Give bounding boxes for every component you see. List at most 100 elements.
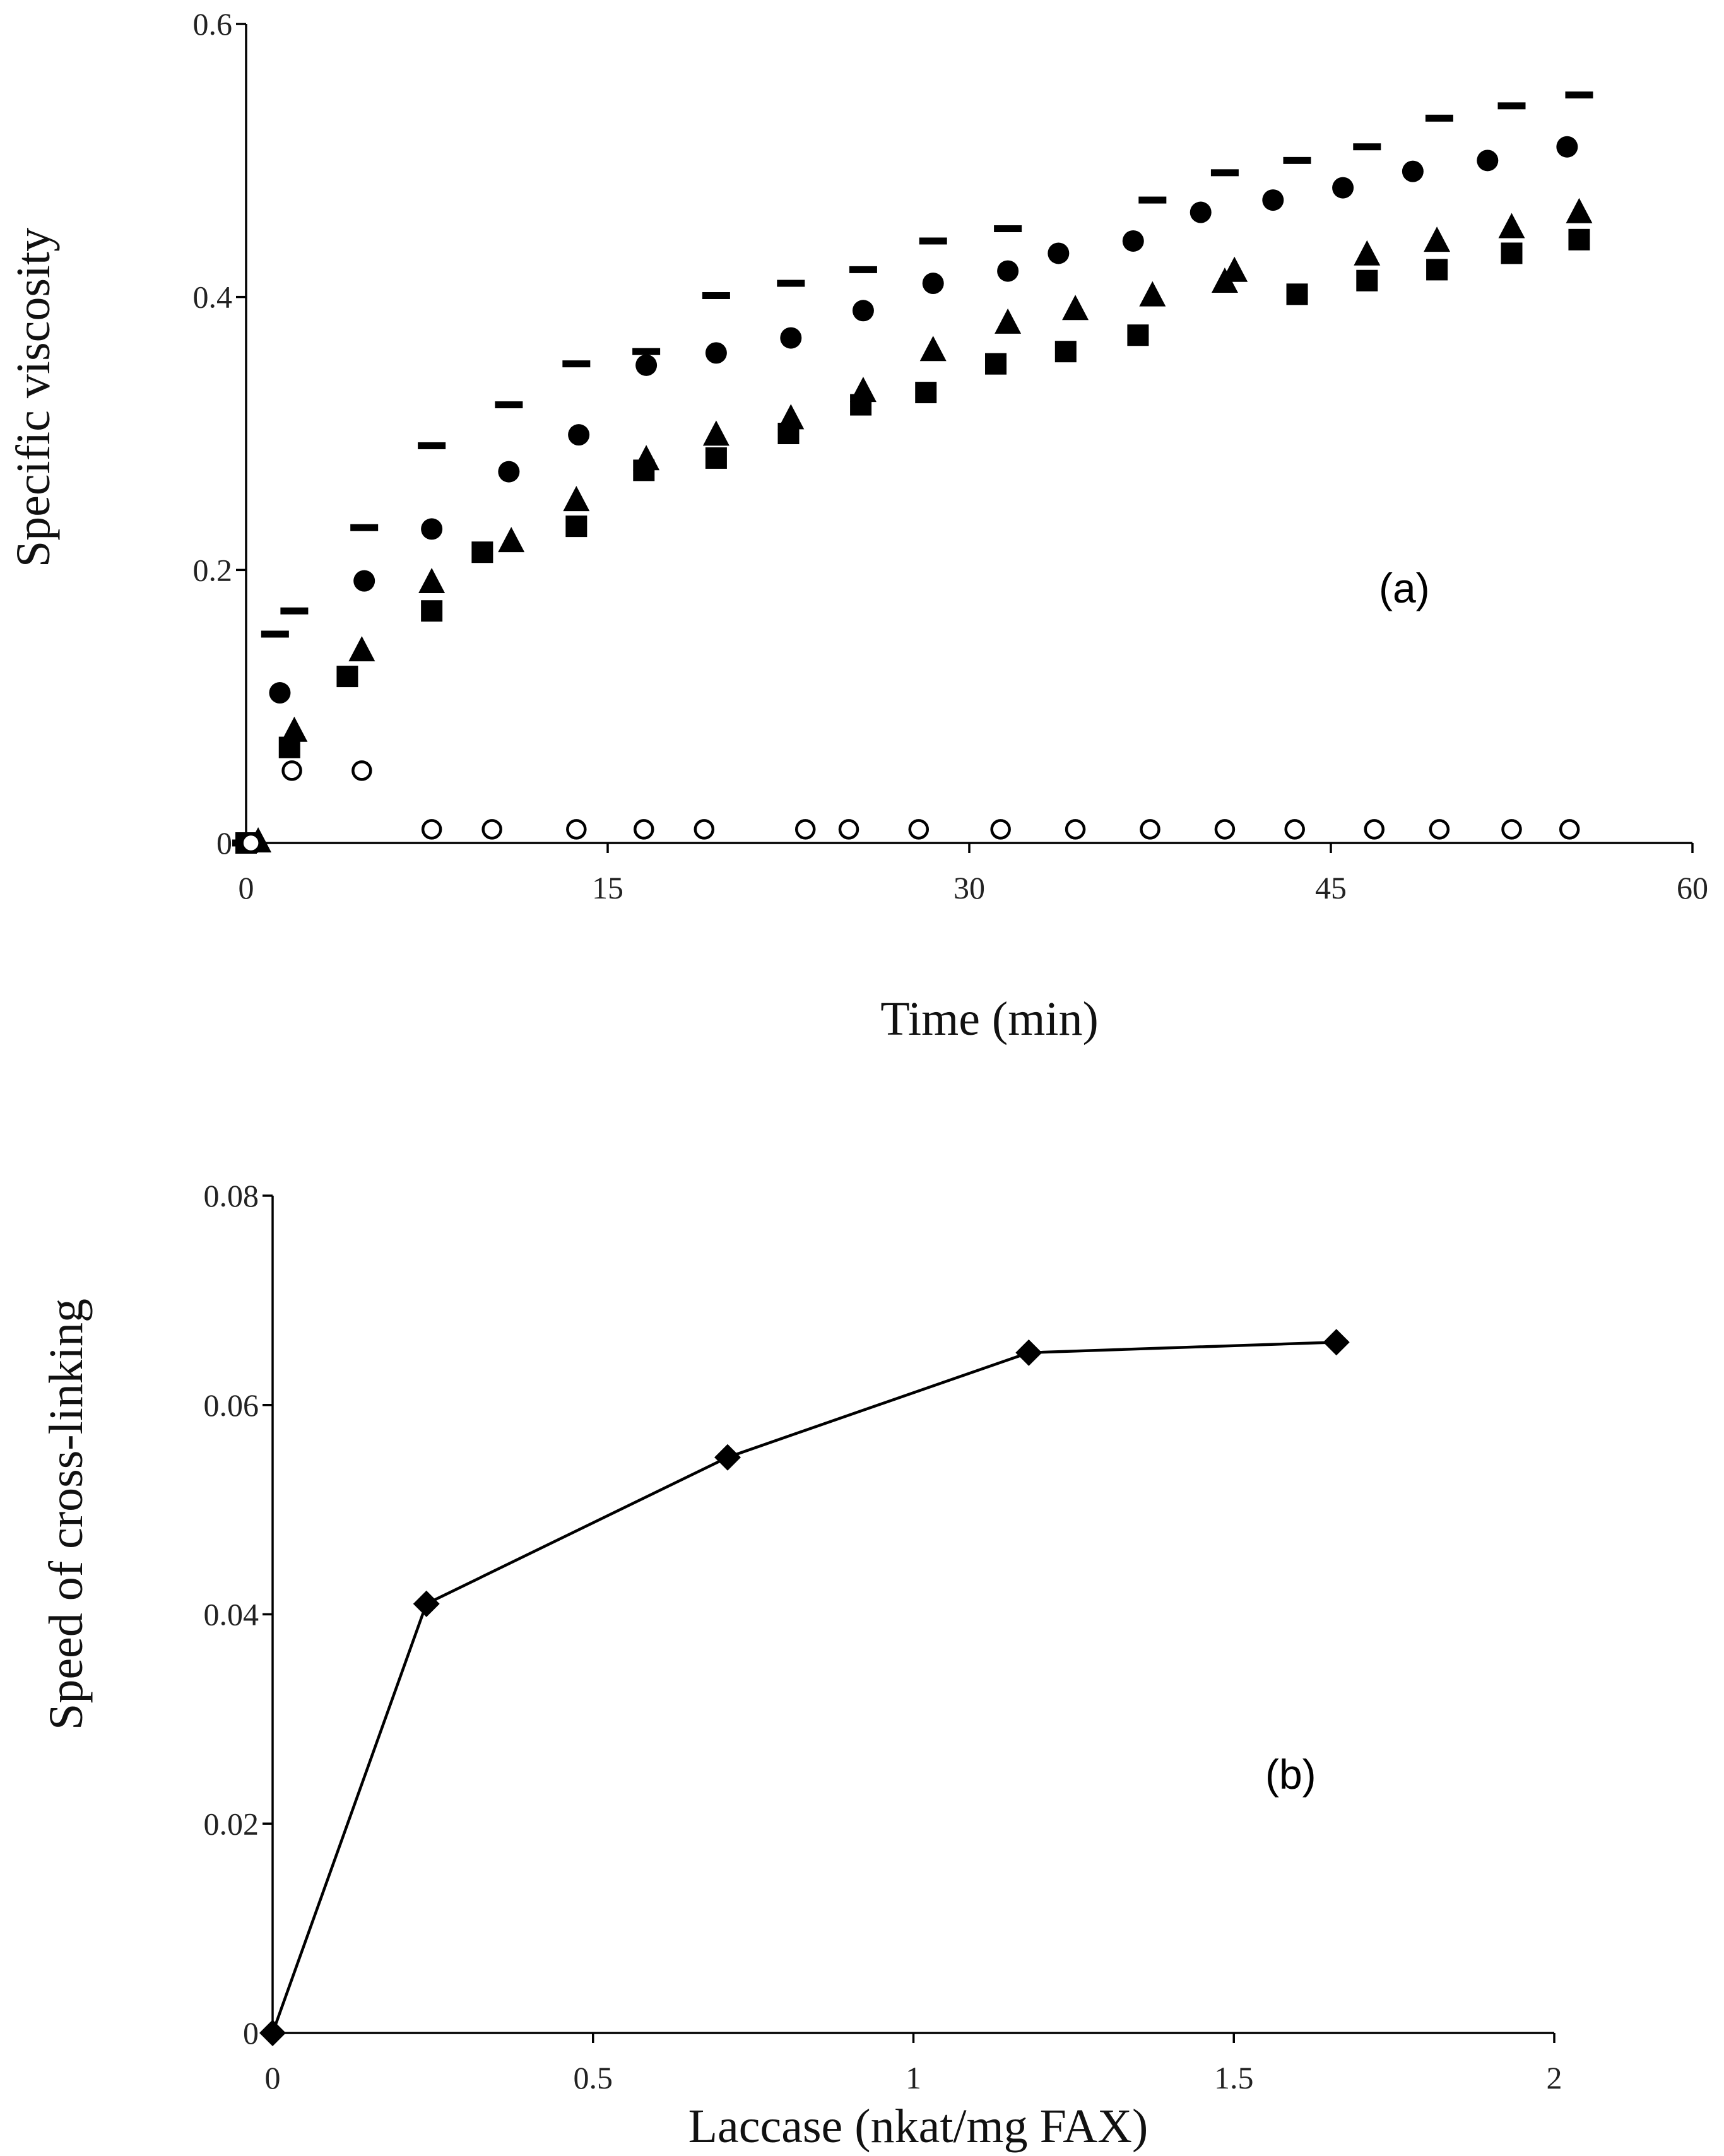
filled-square-marker: [915, 382, 937, 404]
open-circle-marker: [1214, 819, 1236, 840]
filled-triangle-marker: [1354, 240, 1381, 266]
dash-marker: [1353, 143, 1381, 151]
x-tick-label: 60: [1677, 870, 1708, 905]
filled-square-marker: [985, 353, 1007, 375]
dash-marker: [632, 348, 661, 355]
dash-marker: [849, 266, 877, 273]
chart-a-series-filled-square: [235, 228, 1590, 854]
filled-triangle-marker: [1566, 197, 1593, 223]
open-circle-marker: [481, 819, 502, 840]
chart-a-series-filled-circle: [242, 136, 1578, 854]
y-tick-label: 0.06: [204, 1387, 259, 1423]
filled-circle-marker: [635, 354, 658, 376]
filled-triangle-marker: [919, 336, 947, 362]
filled-circle-marker: [1122, 230, 1144, 252]
filled-circle-marker: [705, 342, 727, 364]
dash-marker: [495, 401, 523, 409]
filled-square-marker: [1426, 259, 1448, 281]
chart-b-series-line: [271, 1340, 1337, 2034]
filled-circle-marker: [1332, 177, 1354, 199]
filled-diamond-marker: [714, 1444, 741, 1471]
chart-b-xlabel: Laccase (nkat/mg FAX): [688, 2100, 1148, 2153]
filled-square-marker: [1356, 269, 1378, 292]
chart-b-axes: [263, 1194, 1556, 2043]
filled-square-marker: [471, 541, 493, 563]
y-tick-label: 0.6: [193, 6, 233, 42]
y-tick-label: 0.04: [204, 1597, 259, 1632]
filled-square-marker: [1054, 341, 1077, 363]
x-tick-label: 0.5: [574, 2060, 613, 2095]
filled-circle-marker: [852, 300, 874, 322]
chart-b-ylabel: Speed of cross-linking: [40, 1299, 93, 1730]
filled-circle-marker: [1190, 201, 1212, 223]
open-circle-marker: [281, 760, 302, 781]
filled-diamond-marker: [1323, 1329, 1350, 1356]
open-circle-marker: [1065, 819, 1086, 840]
open-circle-marker: [351, 760, 372, 781]
filled-square-marker: [336, 666, 358, 688]
filled-square-marker: [1568, 228, 1590, 250]
filled-circle-marker: [353, 570, 375, 592]
open-circle-marker: [794, 819, 816, 840]
open-circle-marker: [908, 819, 930, 840]
filled-circle-marker: [1262, 189, 1284, 211]
filled-circle-marker: [568, 424, 590, 446]
filled-circle-marker: [421, 518, 443, 540]
filled-diamond-marker: [1015, 1339, 1042, 1366]
open-circle-marker: [421, 819, 442, 840]
filled-square-marker: [565, 515, 587, 538]
chart-b-line-layer: [271, 1340, 1337, 2034]
dash-marker: [1565, 91, 1593, 98]
filled-circle-marker: [1048, 242, 1070, 264]
open-circle-marker: [634, 819, 654, 840]
x-tick-label: 2: [1547, 2060, 1562, 2095]
filled-square-marker: [777, 423, 800, 444]
dash-marker: [702, 292, 730, 300]
dash-marker: [777, 280, 805, 287]
filled-square-marker: [421, 600, 443, 622]
dash-marker: [1283, 156, 1311, 164]
chart-b-panel-label: (b): [1265, 1751, 1316, 1798]
filled-circle-marker: [269, 682, 291, 704]
x-tick-label: 0: [239, 870, 254, 905]
dash-marker: [280, 607, 309, 615]
chart-a-series-filled-triangle: [245, 197, 1593, 852]
x-tick-label: 1.5: [1214, 2060, 1254, 2095]
filled-square-marker: [850, 394, 872, 416]
x-tick-label: 30: [954, 870, 985, 905]
chart-b-tick-labels: 0 0.02 0.04 0.06 0.08 0 0.5 1 1.5 2: [204, 1178, 1562, 2095]
chart-b: Speed of cross-linking Laccase (nkat/mg …: [40, 1178, 1562, 2153]
x-tick-label: 15: [592, 870, 623, 905]
dash-marker: [919, 237, 947, 245]
filled-triangle-marker: [1139, 281, 1166, 307]
filled-diamond-marker: [413, 1590, 440, 1617]
chart-a-series-open-circle: [240, 760, 1580, 854]
x-tick-label: 1: [906, 2060, 921, 2095]
filled-circle-marker: [1402, 160, 1424, 182]
y-tick-label: 0.2: [193, 552, 233, 587]
filled-circle-marker: [997, 260, 1019, 282]
filled-triangle-marker: [1062, 295, 1089, 321]
dash-marker: [350, 524, 379, 531]
filled-triangle-marker: [702, 420, 729, 446]
y-tick-label: 0: [243, 2015, 259, 2051]
chart-a-marks: [232, 91, 1593, 854]
chart-a-axes: [236, 23, 1694, 853]
filled-triangle-marker: [1424, 227, 1451, 252]
y-tick-label: 0.4: [193, 280, 233, 315]
filled-triangle-marker: [418, 567, 446, 593]
y-tick-label: 0.02: [204, 1806, 259, 1841]
dash-marker: [562, 360, 591, 368]
dash-marker: [261, 630, 289, 638]
filled-circle-marker: [780, 327, 802, 349]
open-circle-marker: [990, 819, 1011, 840]
x-tick-label: 0: [265, 2060, 281, 2095]
dash-marker: [1138, 196, 1167, 204]
open-circle-marker: [1559, 819, 1580, 840]
open-circle-marker: [694, 819, 715, 840]
filled-triangle-marker: [1221, 256, 1248, 282]
open-circle-marker: [1140, 819, 1160, 840]
open-circle-marker: [1364, 819, 1385, 840]
filled-circle-marker: [1556, 136, 1578, 158]
